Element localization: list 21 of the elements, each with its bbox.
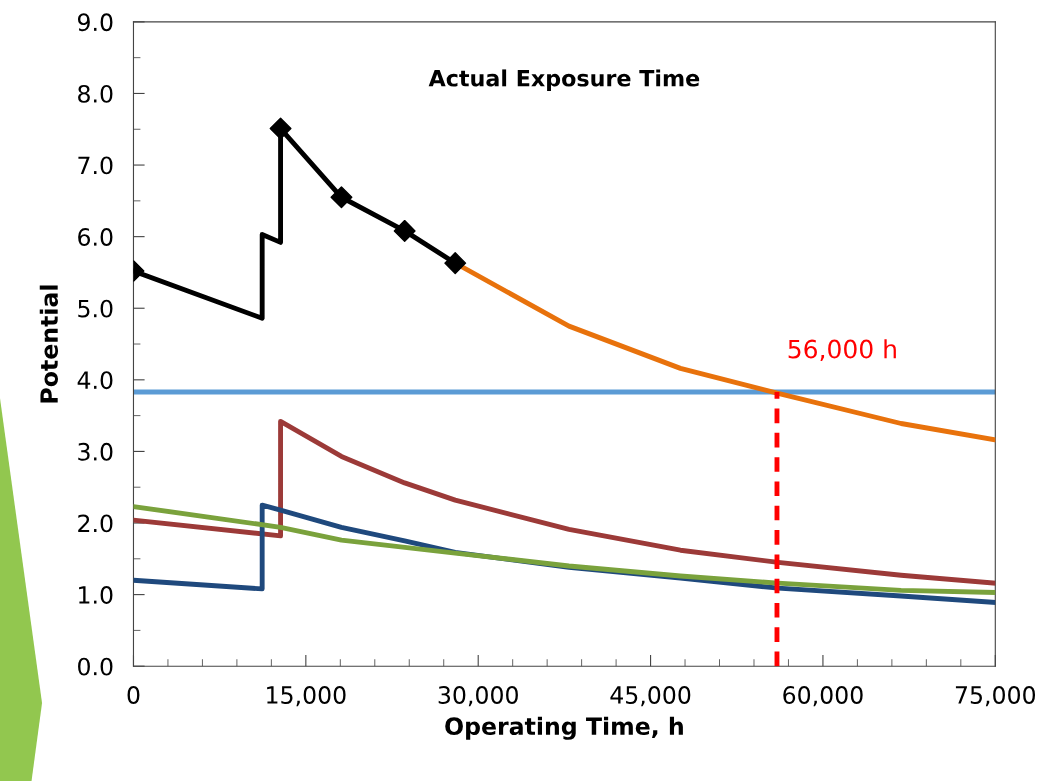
y-axis-title: Potential: [39, 285, 59, 403]
y-tick-label: 7.0: [78, 156, 113, 175]
y-tick-label: 5.0: [78, 299, 113, 318]
x-tick-label: 45,000: [610, 686, 691, 707]
annotation: 56,000 h: [788, 339, 896, 362]
y-tick-label: 8.0: [78, 84, 113, 103]
x-tick-label: 30,000: [438, 686, 518, 707]
line-series: [133, 418, 996, 586]
y-tick-label: 2.0: [78, 514, 113, 533]
x-tick-label: 15,000: [267, 686, 346, 707]
y-tick-label: 6.0: [78, 228, 113, 246]
x-tick-label: 60,000: [783, 686, 863, 707]
y-tick-label: 4.0: [77, 371, 113, 390]
x-tick-label: 0: [127, 686, 140, 704]
y-tick-label: 1.0: [79, 586, 113, 604]
x-axis-title: Operating Time, h: [445, 716, 683, 740]
text: Actual Exposure Time: [428, 69, 700, 91]
x-tick-label: 75,000: [955, 686, 1036, 707]
y-tick-label: 0.0: [78, 657, 113, 676]
y-tick-label: 3.0: [78, 442, 113, 461]
y-tick-label: 9.0: [77, 13, 113, 32]
